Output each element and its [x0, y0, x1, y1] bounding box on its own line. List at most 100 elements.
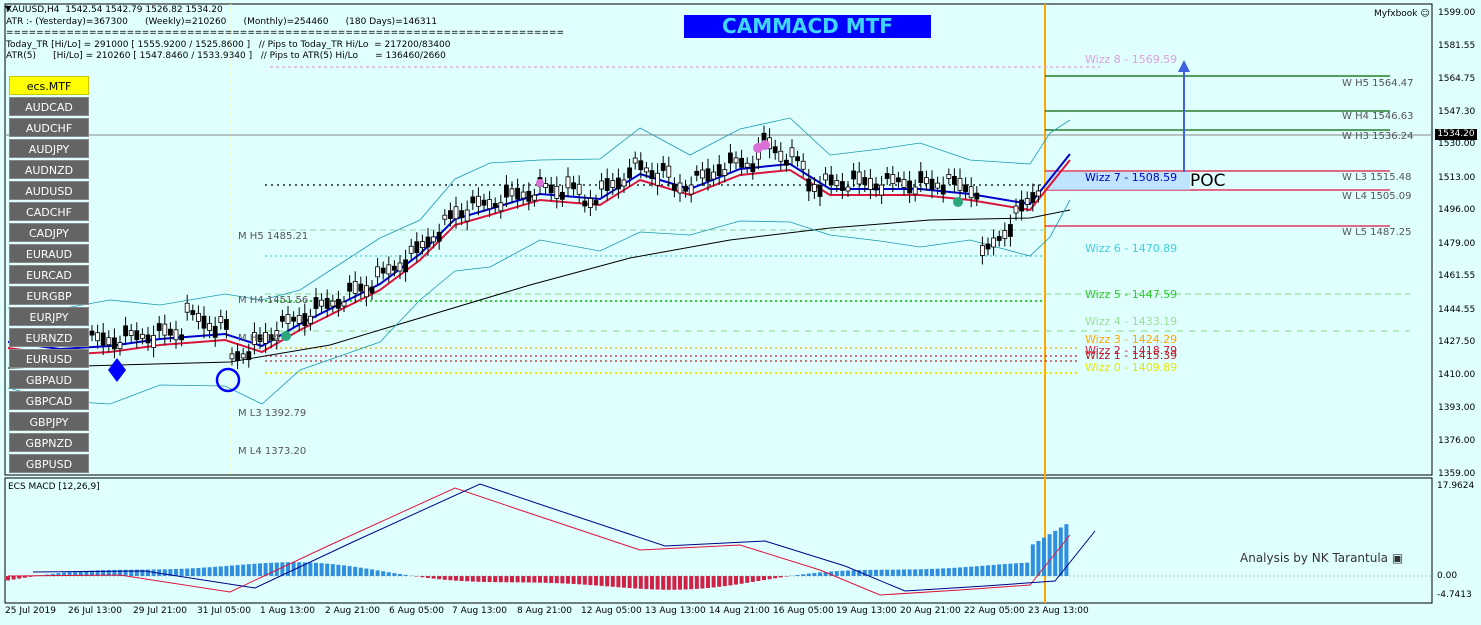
weekly-level-label: W L3 1515.48: [1342, 172, 1412, 183]
candle-body: [632, 157, 638, 164]
candle-body: [515, 187, 520, 200]
candle-body: [896, 177, 901, 183]
macd-bar: [28, 576, 33, 577]
close-square-icon[interactable]: ▣: [1391, 551, 1404, 565]
price-tick: 1479.00: [1438, 239, 1476, 249]
wizz-level-label: Wizz 2 - 1418.79: [1085, 344, 1178, 357]
macd-bar: [213, 566, 218, 576]
macd-bar: [722, 576, 727, 587]
macd-bar: [930, 568, 934, 576]
macd-axis-tick: 17.9624: [1437, 481, 1475, 491]
candle-body: [940, 184, 946, 195]
candle-body: [481, 199, 487, 206]
candle-body: [817, 185, 823, 197]
symbol-button-gbpnzd[interactable]: GBPNZD: [9, 433, 89, 452]
candle-body: [980, 245, 985, 256]
candle-body: [117, 342, 123, 350]
collapse-triangle-icon[interactable]: ▼: [5, 4, 12, 13]
candle-body: [532, 194, 537, 201]
macd-bar: [375, 570, 380, 576]
macd-bar: [504, 576, 509, 583]
macd-bar: [678, 576, 682, 590]
macd-bar: [370, 569, 374, 576]
macd-bar: [834, 571, 839, 576]
macd-bar: [302, 562, 307, 576]
symbol-button-audchf[interactable]: AUDCHF: [9, 118, 89, 137]
symbol-button-eurjpy[interactable]: EURJPY: [9, 307, 89, 326]
macd-bar: [308, 562, 313, 576]
price-tick: 1393.00: [1438, 403, 1476, 413]
price-tick: 1513.00: [1438, 173, 1476, 183]
symbol-button-cadjpy[interactable]: CADJPY: [9, 223, 89, 242]
macd-bar: [857, 570, 862, 576]
macd-bar: [896, 569, 901, 576]
macd-bar: [711, 576, 716, 588]
candle-body: [464, 209, 470, 222]
time-tick: 2 Aug 21:00: [325, 606, 380, 616]
macd-bar: [532, 576, 537, 583]
candle-body: [470, 196, 476, 204]
atr-line: ATR :- (Yesterday)=367300 (Weekly)=21026…: [6, 16, 438, 27]
macd-bar: [168, 569, 173, 576]
candle-body: [509, 188, 515, 197]
symbol-button-eurcad[interactable]: EURCAD: [9, 265, 89, 284]
candle-body: [823, 173, 828, 181]
macd-bar: [924, 569, 929, 576]
price-tick: 1427.50: [1438, 337, 1476, 347]
macd-bar: [1064, 524, 1069, 576]
candle-body: [134, 330, 140, 341]
symbol-button-ecs-mtf[interactable]: ecs.MTF: [9, 76, 89, 95]
macd-bar: [767, 576, 772, 580]
candle-body: [868, 178, 873, 190]
symbol-button-eurnzd[interactable]: EURNZD: [9, 328, 89, 347]
analysis-credit: Analysis by NK Tarantula ▣: [1240, 551, 1404, 565]
price-tick: 1359.00: [1438, 469, 1476, 479]
macd-bar: [862, 569, 867, 576]
candle-body: [963, 184, 968, 193]
candle-body: [834, 180, 840, 186]
macd-bar: [812, 572, 817, 576]
symbol-button-eurgbp[interactable]: EURGBP: [9, 286, 89, 305]
symbol-button-audusd[interactable]: AUDUSD: [9, 181, 89, 200]
macd-bar: [935, 568, 940, 576]
time-tick: 16 Aug 05:00: [773, 606, 834, 616]
symbol-button-gbpcad[interactable]: GBPCAD: [9, 391, 89, 410]
candle-body: [968, 186, 974, 199]
symbol-button-eurusd[interactable]: EURUSD: [9, 349, 89, 368]
macd-bar: [73, 571, 78, 576]
macd-bar: [627, 576, 632, 589]
macd-bar: [829, 571, 834, 576]
macd-bar: [571, 576, 576, 584]
symbol-button-cadchf[interactable]: CADCHF: [9, 202, 89, 221]
candle-body: [246, 351, 252, 361]
macd-bar: [728, 576, 733, 586]
macd-bar: [980, 565, 985, 576]
symbol-button-audjpy[interactable]: AUDJPY: [9, 139, 89, 158]
circle-marker: [215, 367, 241, 393]
symbol-button-gbpjpy[interactable]: GBPJPY: [9, 412, 89, 431]
macd-bar: [1025, 562, 1030, 576]
candle-body: [296, 314, 302, 324]
symbol-button-audcad[interactable]: AUDCAD: [9, 97, 89, 116]
macd-bar: [616, 576, 621, 588]
candle-body: [195, 312, 201, 322]
candle-body: [212, 325, 218, 338]
time-tick: 1 Aug 13:00: [260, 606, 315, 616]
candle-body: [369, 286, 375, 294]
candle-body: [503, 184, 509, 198]
candle-body: [358, 283, 364, 292]
macd-bar: [734, 576, 738, 585]
candle-body: [672, 183, 677, 191]
candle-body: [879, 184, 884, 196]
macd-bar: [694, 576, 699, 589]
symbol-button-gbpaud[interactable]: GBPAUD: [9, 370, 89, 389]
macd-bar: [941, 568, 946, 576]
symbol-button-gbpusd[interactable]: GBPUSD: [9, 454, 89, 473]
candle-body: [705, 168, 711, 182]
symbol-button-euraud[interactable]: EURAUD: [9, 244, 89, 263]
macd-bar: [95, 570, 100, 576]
symbol-button-audnzd[interactable]: AUDNZD: [9, 160, 89, 179]
macd-bar: [179, 568, 184, 576]
macd-axis-tick: -4.7413: [1437, 590, 1472, 600]
